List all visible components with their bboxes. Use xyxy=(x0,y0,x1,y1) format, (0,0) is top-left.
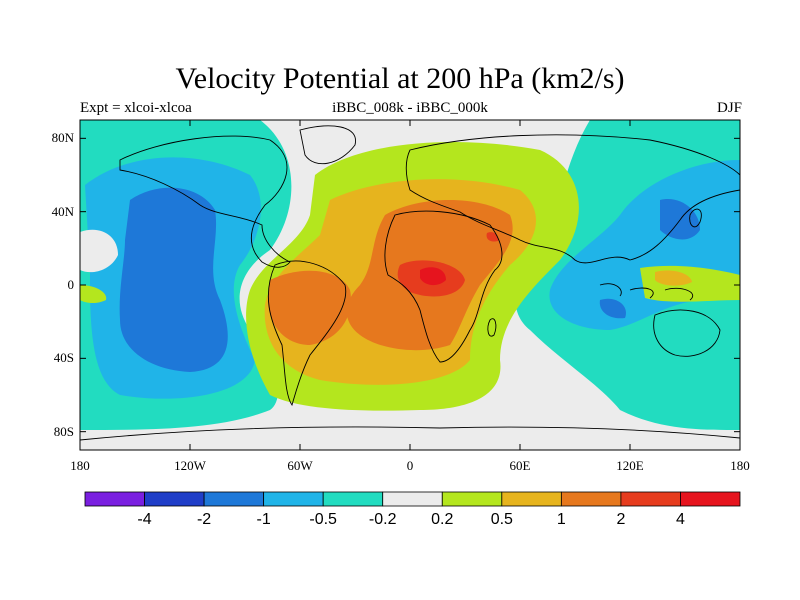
lat-tick-label: 80N xyxy=(51,130,74,146)
antarctica-coast xyxy=(80,426,740,441)
colorbar-label: 4 xyxy=(676,511,685,528)
japan-coast xyxy=(689,208,702,228)
colorbar xyxy=(84,491,741,507)
colorbar-swatch xyxy=(501,491,562,507)
colorbar-label: -2 xyxy=(196,511,212,528)
greenland-coast xyxy=(299,125,356,165)
colorbar-label: -4 xyxy=(137,511,152,528)
lon-tick-label: 60W xyxy=(287,458,313,473)
axis-ticks xyxy=(79,120,741,450)
north-america-coast xyxy=(119,135,291,268)
colorbar-swatch xyxy=(620,491,681,507)
central-pacific-neutral xyxy=(80,229,118,273)
lat-tick-label: 80S xyxy=(53,423,74,439)
colorbar-label: 0.2 xyxy=(431,511,454,528)
africa-positive-max xyxy=(420,267,446,286)
colorbar-swatch xyxy=(322,491,384,507)
asia-negative-core-2 xyxy=(599,298,626,319)
colorbar-swatch xyxy=(144,491,205,507)
lon-tick-label: 180 xyxy=(70,458,90,473)
lat-tick-label: 40N xyxy=(51,203,74,219)
colorbar-swatch xyxy=(263,491,324,507)
lon-tick-label: 0 xyxy=(406,458,414,473)
map-title: Velocity Potential at 200 hPa (km2/s) xyxy=(175,62,625,95)
east-pacific-positive xyxy=(80,285,107,304)
colorbar-swatch xyxy=(680,491,741,507)
south-america-coast xyxy=(267,260,347,407)
lon-tick-label: 120E xyxy=(616,458,644,473)
contour-field xyxy=(80,120,740,450)
colorbar-label: 0.5 xyxy=(490,511,513,528)
lon-tick-label: 60E xyxy=(509,458,531,473)
lon-tick-label: 180 xyxy=(730,458,750,473)
australia-coast xyxy=(653,309,721,357)
colorbar-label: 2 xyxy=(616,511,626,528)
maritime-continent xyxy=(599,283,693,301)
west-pacific-positive-core xyxy=(655,270,692,286)
colorbar-swatch xyxy=(441,491,503,507)
run-difference-label: iBBC_008k - iBBC_000k xyxy=(332,100,488,116)
colorbar-label: 1 xyxy=(556,511,566,528)
colorbar-label: -0.5 xyxy=(309,511,337,528)
colorbar-swatch xyxy=(560,491,622,507)
lat-tick-label: 0 xyxy=(67,277,75,292)
south-america-positive-core xyxy=(268,270,351,345)
colorbar-swatch xyxy=(203,491,265,507)
pacific-negative-core xyxy=(119,187,228,372)
colorbar-swatch xyxy=(382,491,443,507)
colorbar-swatch xyxy=(84,491,145,507)
experiment-label: Expt = xlcoi-xlcoa xyxy=(80,100,192,116)
eurasia-coast xyxy=(405,134,740,264)
season-label: DJF xyxy=(716,100,742,116)
colorbar-label: -0.2 xyxy=(368,511,397,528)
coastlines xyxy=(80,125,740,441)
lat-tick-label: 40S xyxy=(53,350,74,366)
africa-coast xyxy=(384,210,503,363)
colorbar-label: -1 xyxy=(256,511,271,528)
arabia-positive-spot xyxy=(486,232,499,242)
madagascar-coast xyxy=(487,318,497,337)
lon-tick-label: 120W xyxy=(174,458,206,473)
